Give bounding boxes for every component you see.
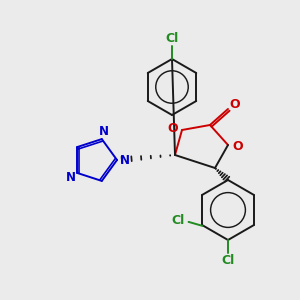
Text: Cl: Cl	[165, 32, 178, 44]
Text: O: O	[230, 98, 240, 112]
Text: O: O	[233, 140, 243, 152]
Text: Cl: Cl	[171, 214, 184, 227]
Text: O: O	[168, 122, 178, 136]
Text: Cl: Cl	[221, 254, 235, 268]
Text: N: N	[120, 154, 130, 166]
Text: N: N	[66, 171, 76, 184]
Text: N: N	[99, 125, 109, 138]
